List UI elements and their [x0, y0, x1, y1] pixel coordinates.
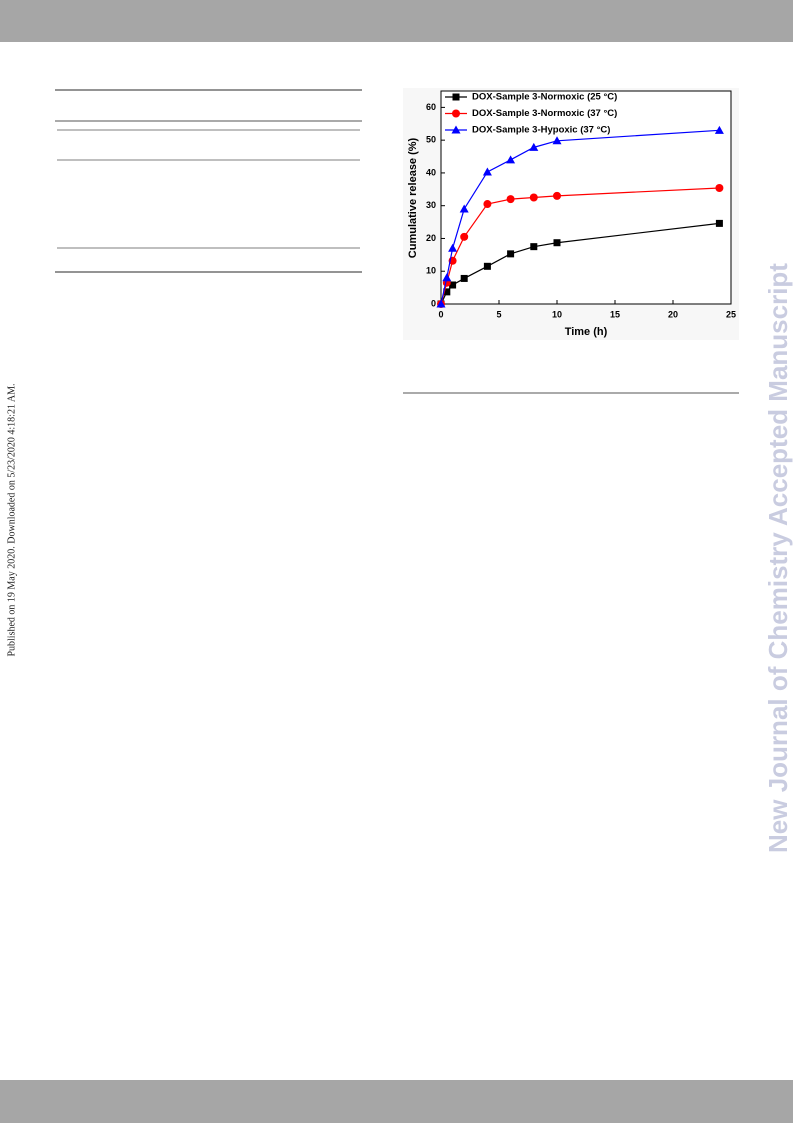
marker — [529, 193, 538, 202]
marker — [449, 281, 457, 289]
marker — [715, 219, 723, 227]
y-tick-label: 50 — [426, 135, 436, 145]
marker — [529, 142, 539, 151]
marker — [483, 262, 491, 270]
y-tick-label: 20 — [426, 233, 436, 243]
sidebar-text: Published on 19 May 2020. Downloaded on … — [6, 383, 17, 656]
marker — [448, 243, 458, 252]
marker — [436, 299, 446, 308]
marker — [460, 232, 469, 241]
table-rules — [55, 89, 739, 394]
x-tick-label: 25 — [726, 309, 736, 319]
marker — [552, 136, 562, 145]
marker — [506, 155, 516, 164]
marker — [483, 200, 492, 209]
x-tick-label: 5 — [496, 309, 501, 319]
marker — [451, 125, 461, 134]
marker — [714, 125, 724, 134]
legend-label: DOX-Sample 3-Hypoxic (37 °C) — [472, 125, 610, 136]
watermark: New Journal of Chemistry Accepted Manusc… — [763, 263, 793, 853]
marker — [452, 93, 460, 101]
marker — [452, 109, 460, 118]
x-axis-label: Time (h) — [565, 326, 608, 338]
x-tick-label: 20 — [668, 309, 678, 319]
y-tick-label: 10 — [426, 266, 436, 276]
marker — [715, 183, 724, 192]
marker — [553, 191, 561, 200]
marker — [442, 273, 452, 282]
y-tick-label: 40 — [426, 167, 436, 177]
footer-bar — [0, 1080, 793, 1123]
plot-frame — [440, 90, 732, 305]
marker — [506, 195, 515, 204]
legend-label: DOX-Sample 3-Normoxic (25 °C) — [472, 92, 617, 103]
marker — [530, 243, 538, 251]
marker — [443, 288, 451, 296]
y-axis-label: Cumulative release (%) — [407, 137, 419, 258]
x-tick-label: 15 — [610, 309, 620, 319]
y-tick-label: 0 — [431, 298, 436, 308]
x-tick-label: 10 — [552, 309, 562, 319]
marker — [482, 167, 492, 176]
legend-label: DOX-Sample 3-Normoxic (37 °C) — [472, 108, 617, 119]
y-tick-label: 30 — [426, 200, 436, 210]
x-tick-label: 0 — [438, 309, 443, 319]
marker — [459, 204, 469, 213]
y-tick-label: 60 — [426, 102, 436, 112]
marker — [460, 274, 468, 282]
marker — [507, 250, 515, 258]
header-bar — [0, 0, 793, 42]
marker — [553, 239, 561, 247]
